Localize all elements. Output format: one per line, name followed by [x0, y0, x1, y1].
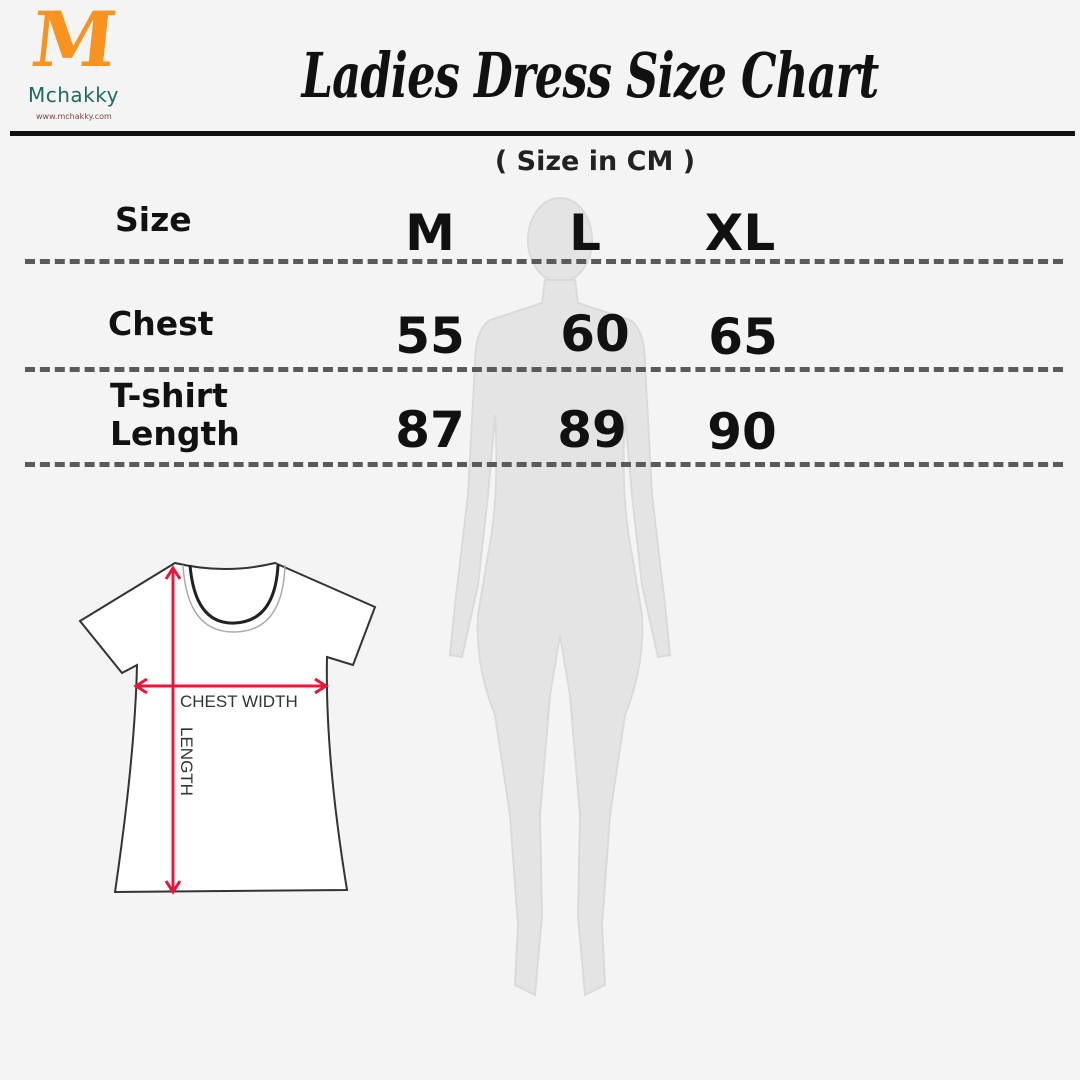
brand-logo: M — [27, 0, 121, 84]
chest-value-l: 60 — [560, 305, 630, 363]
row-divider — [25, 259, 1063, 264]
chest-value-m: 55 — [395, 307, 465, 365]
column-header-l: L — [569, 204, 601, 262]
column-header-xl: XL — [704, 204, 776, 262]
page-title: Ladies Dress Size Chart — [301, 39, 880, 112]
length-value-l: 89 — [557, 401, 627, 459]
length-label-line2: Length — [110, 414, 240, 453]
length-label-line1: T-shirt — [110, 376, 228, 415]
length-label: LENGTH — [177, 727, 196, 796]
size-header-label: Size — [115, 200, 192, 239]
chest-value-xl: 65 — [708, 308, 778, 366]
brand-url: www.mchakky.com — [36, 112, 112, 121]
row-divider — [25, 462, 1063, 467]
title-divider — [10, 131, 1075, 136]
brand-name: Mchakky — [28, 83, 119, 107]
unit-note: ( Size in CM ) — [494, 146, 696, 177]
row-divider — [25, 367, 1063, 372]
length-value-m: 87 — [395, 401, 465, 459]
length-value-xl: 90 — [707, 403, 777, 461]
tshirt-neckline — [188, 564, 280, 625]
tshirt-diagram: CHEST WIDTH LENGTH — [78, 561, 377, 895]
tshirt-outline — [78, 561, 377, 894]
column-header-m: M — [405, 204, 455, 262]
chest-label: Chest — [108, 304, 214, 343]
chest-width-label: CHEST WIDTH — [180, 692, 298, 711]
